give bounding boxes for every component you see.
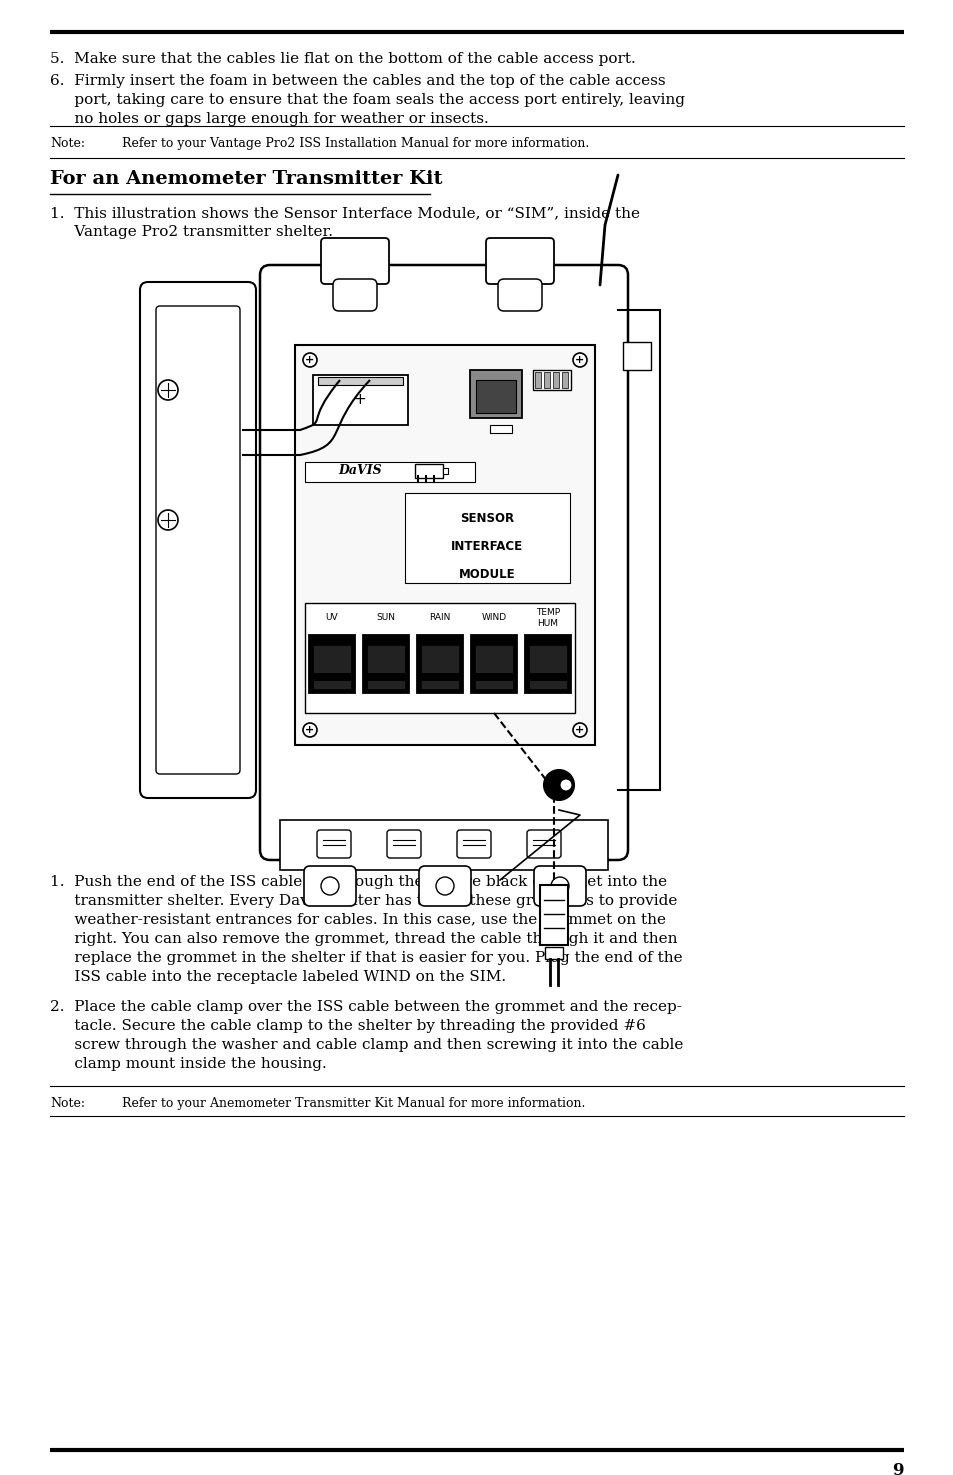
Bar: [471, 636, 517, 693]
Bar: [529, 673, 566, 681]
Bar: [367, 645, 405, 689]
Text: ISS cable into the receptacle labeled WIND on the SIM.: ISS cable into the receptacle labeled WI…: [50, 971, 506, 984]
Text: 9: 9: [892, 1462, 903, 1475]
Text: WIND: WIND: [481, 614, 506, 622]
Circle shape: [543, 770, 574, 799]
Text: UV: UV: [325, 614, 338, 622]
Circle shape: [303, 723, 316, 738]
Text: Note:: Note:: [50, 137, 85, 150]
Circle shape: [559, 779, 572, 791]
Bar: [475, 645, 513, 689]
Circle shape: [303, 353, 316, 367]
Bar: [490, 425, 512, 434]
Text: screw through the washer and cable clamp and then screwing it into the cable: screw through the washer and cable clamp…: [50, 1038, 682, 1052]
Bar: [317, 378, 402, 385]
FancyBboxPatch shape: [316, 830, 351, 858]
Text: +: +: [305, 355, 314, 364]
Bar: [415, 465, 442, 478]
FancyBboxPatch shape: [156, 305, 240, 774]
Text: INTERFACE: INTERFACE: [451, 540, 522, 553]
FancyBboxPatch shape: [333, 279, 376, 311]
Bar: [367, 673, 405, 681]
Bar: [420, 645, 458, 689]
Text: +: +: [305, 726, 314, 735]
Text: For an Anemometer Transmitter Kit: For an Anemometer Transmitter Kit: [50, 170, 442, 187]
FancyBboxPatch shape: [456, 830, 491, 858]
Text: TEMP
HUM: TEMP HUM: [536, 608, 559, 628]
Text: replace the grommet in the shelter if that is easier for you. Plug the end of th: replace the grommet in the shelter if th…: [50, 951, 682, 965]
Text: Refer to your Anemometer Transmitter Kit Manual for more information.: Refer to your Anemometer Transmitter Kit…: [122, 1097, 585, 1111]
Bar: [475, 673, 513, 681]
Bar: [561, 372, 567, 388]
Text: 2.  Place the cable clamp over the ISS cable between the grommet and the recep-: 2. Place the cable clamp over the ISS ca…: [50, 1000, 681, 1013]
Text: Refer to your Vantage Pro2 ISS Installation Manual for more information.: Refer to your Vantage Pro2 ISS Installat…: [122, 137, 589, 150]
Bar: [535, 372, 540, 388]
FancyBboxPatch shape: [140, 282, 255, 798]
Bar: [524, 636, 571, 693]
FancyBboxPatch shape: [497, 279, 541, 311]
Bar: [363, 636, 409, 693]
Bar: [294, 345, 595, 745]
Text: +: +: [575, 726, 584, 735]
Bar: [470, 370, 521, 417]
Bar: [476, 381, 516, 413]
Text: +: +: [575, 355, 584, 364]
Text: tacle. Secure the cable clamp to the shelter by threading the provided #6: tacle. Secure the cable clamp to the she…: [50, 1019, 645, 1032]
Bar: [420, 673, 458, 681]
Bar: [529, 645, 566, 689]
Bar: [305, 603, 575, 712]
Bar: [442, 468, 448, 473]
Bar: [543, 372, 550, 388]
Bar: [416, 636, 462, 693]
Bar: [305, 462, 475, 482]
Bar: [553, 372, 558, 388]
Text: SENSOR: SENSOR: [459, 512, 514, 525]
Circle shape: [158, 381, 178, 400]
Bar: [280, 820, 607, 870]
Text: weather-resistant entrances for cables. In this case, use the grommet on the: weather-resistant entrances for cables. …: [50, 913, 665, 926]
FancyBboxPatch shape: [418, 866, 471, 906]
Text: no holes or gaps large enough for weather or insects.: no holes or gaps large enough for weathe…: [50, 112, 488, 125]
Circle shape: [573, 353, 586, 367]
Bar: [622, 342, 650, 370]
Text: 5.  Make sure that the cables lie flat on the bottom of the cable access port.: 5. Make sure that the cables lie flat on…: [50, 52, 635, 66]
Circle shape: [320, 878, 338, 895]
FancyBboxPatch shape: [387, 830, 420, 858]
Text: +: +: [354, 392, 366, 407]
FancyBboxPatch shape: [320, 237, 389, 285]
FancyBboxPatch shape: [260, 266, 627, 860]
Text: DaVIS: DaVIS: [337, 465, 381, 478]
Bar: [539, 885, 567, 945]
Circle shape: [436, 878, 454, 895]
Circle shape: [573, 723, 586, 738]
Bar: [533, 370, 571, 389]
Text: 6.  Firmly insert the foam in between the cables and the top of the cable access: 6. Firmly insert the foam in between the…: [50, 74, 665, 88]
Bar: [313, 673, 351, 681]
Text: clamp mount inside the housing.: clamp mount inside the housing.: [50, 1058, 327, 1071]
Bar: [309, 636, 355, 693]
Circle shape: [551, 878, 568, 895]
FancyBboxPatch shape: [534, 866, 585, 906]
Text: Note:: Note:: [50, 1097, 85, 1111]
FancyBboxPatch shape: [304, 866, 355, 906]
Text: 1.  Push the end of the ISS cable up through the square black grommet into the: 1. Push the end of the ISS cable up thro…: [50, 875, 666, 889]
Bar: [313, 645, 351, 689]
Bar: [405, 493, 569, 583]
FancyBboxPatch shape: [526, 830, 560, 858]
Bar: [313, 375, 408, 425]
FancyBboxPatch shape: [485, 237, 554, 285]
Bar: [544, 947, 562, 959]
Text: port, taking care to ensure that the foam seals the access port entirely, leavin: port, taking care to ensure that the foa…: [50, 93, 684, 108]
Text: MODULE: MODULE: [458, 568, 515, 581]
Text: right. You can also remove the grommet, thread the cable through it and then: right. You can also remove the grommet, …: [50, 932, 677, 945]
Text: RAIN: RAIN: [429, 614, 450, 622]
Text: 1.  This illustration shows the Sensor Interface Module, or “SIM”, inside the: 1. This illustration shows the Sensor In…: [50, 207, 639, 220]
Text: SUN: SUN: [376, 614, 395, 622]
Text: transmitter shelter. Every Davis shelter has two of these grommets to provide: transmitter shelter. Every Davis shelter…: [50, 894, 677, 909]
Text: Vantage Pro2 transmitter shelter.: Vantage Pro2 transmitter shelter.: [50, 226, 333, 239]
Circle shape: [158, 510, 178, 530]
